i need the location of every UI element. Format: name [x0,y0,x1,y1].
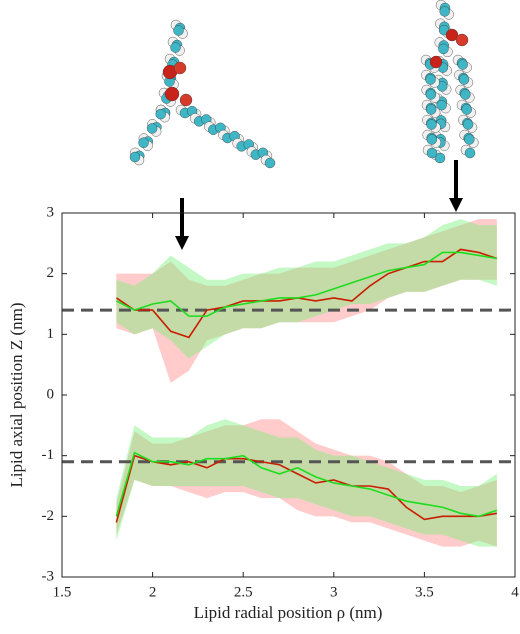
y-tick-label: 3 [47,204,55,220]
atom [164,86,180,102]
atom [455,33,469,47]
band [116,419,497,547]
x-tick-label: 3.5 [415,584,434,600]
x-tick-label: 3 [330,584,338,600]
band [116,419,497,547]
y-tick-label: 1 [47,326,55,342]
arrow-head [449,198,463,212]
y-axis-label: Lipid axial position Z (nm) [7,302,26,487]
atom [179,93,193,107]
atom [264,157,276,169]
y-tick-label: -2 [42,508,55,524]
atom [436,99,447,111]
atom [445,28,459,42]
atom [425,74,436,85]
line [115,248,498,339]
arrow-head [175,236,189,250]
x-tick-label: 2 [149,584,157,600]
atom [426,134,438,145]
atom [173,61,187,75]
atom [462,119,474,130]
atom [464,147,476,159]
atom [426,119,437,130]
atom [461,104,472,115]
atom [129,151,141,163]
atom [138,137,149,148]
x-axis-label: Lipid radial position ρ (nm) [194,603,383,622]
y-tick-label: -3 [42,568,55,584]
atom [429,55,443,69]
y-tick-label: 2 [47,265,55,281]
atom [464,134,475,145]
atom [439,6,450,17]
atom [434,152,446,164]
atom [425,104,437,115]
plot: 1.5 2 2.5 3 3.5 4 -3 -2 -1 0 1 2 3 [42,204,520,600]
arrows [175,160,463,250]
line [116,251,498,317]
atom [458,74,470,85]
molecules [129,0,479,169]
atom [173,25,184,36]
x-tick-label: 1.5 [53,584,72,600]
x-tick-label: 2.5 [234,584,253,600]
atom [457,59,468,70]
atom [146,123,158,134]
atom [425,89,437,100]
band [116,219,497,359]
x-tick-label: 4 [511,584,519,600]
atom [438,43,449,55]
y-tick-label: 0 [47,386,55,402]
atom [170,42,181,53]
atom [426,147,438,159]
band [116,219,497,383]
line [115,451,498,518]
atom [460,89,471,100]
atom [155,108,166,120]
y-tick-label: -1 [42,447,55,463]
